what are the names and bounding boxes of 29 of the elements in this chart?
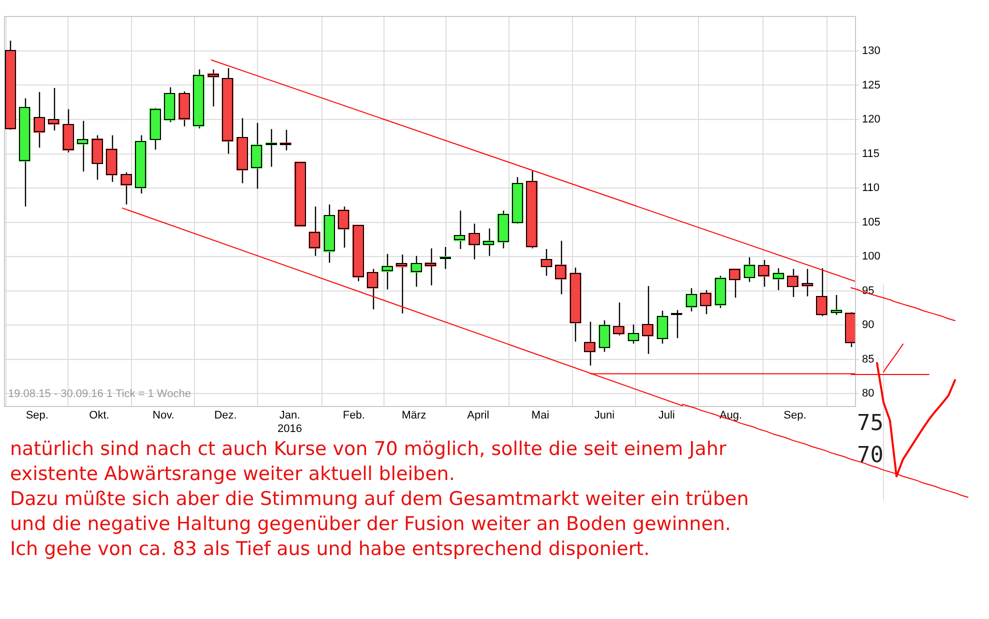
- x-tick-label: März: [402, 410, 426, 422]
- y-tick-label: 125: [862, 79, 880, 92]
- y-tick-label: 105: [862, 216, 880, 228]
- x-tick-label: Feb.: [342, 410, 365, 422]
- annotation: Dazu müßte sich aber die Stimmung auf dem Gesamtmarkt weiter ein trüben und die negative Haltung gegenüber der Fusion weiter an Boden gewinnen.: [10, 487, 750, 537]
- y-tick-label: 85: [862, 353, 874, 366]
- x-tick-label: Aug.: [719, 410, 742, 422]
- x-tick-label: Nov.: [152, 410, 174, 422]
- x-tick-label: Mai: [531, 410, 550, 422]
- text: Ich gehe von ca. 83 als Tief aus und habe entsprechend disponiert.: [10, 537, 651, 562]
- y-tick-label: 120: [862, 114, 880, 126]
- y-tick-label: 100: [862, 250, 880, 263]
- x-tick-label: Juli: [658, 410, 675, 422]
- y-tick-label: 90: [862, 319, 874, 332]
- y-tick-label: 80: [862, 388, 874, 400]
- x-tick-label: Okt.: [89, 410, 110, 422]
- y-tick-label: 130: [862, 44, 880, 57]
- x-tick-label: Sep.: [26, 410, 48, 422]
- y-tick-label: 110: [862, 182, 880, 194]
- y-tick-label: 115: [862, 148, 880, 160]
- annotation: natürlich sind nach ct auch Kurse von 70 möglich, sollte die seit einem Jahr existente Abwärtsrange weiter aktuell bleiben.: [10, 437, 728, 487]
- x-tick-label: Dez.: [214, 410, 237, 422]
- x-tick-label: Jan. 2016: [277, 410, 302, 435]
- y-tick-label: 70: [856, 442, 884, 468]
- x-tick-label: April: [467, 410, 490, 422]
- y-tick-label: 75: [856, 411, 884, 436]
- annotation: 19.08.15 - 30.09.16 1 Tick = 1 Woche: [8, 388, 191, 400]
- x-tick-label: Sep.: [784, 410, 806, 422]
- x-tick-label: Juni: [594, 410, 615, 422]
